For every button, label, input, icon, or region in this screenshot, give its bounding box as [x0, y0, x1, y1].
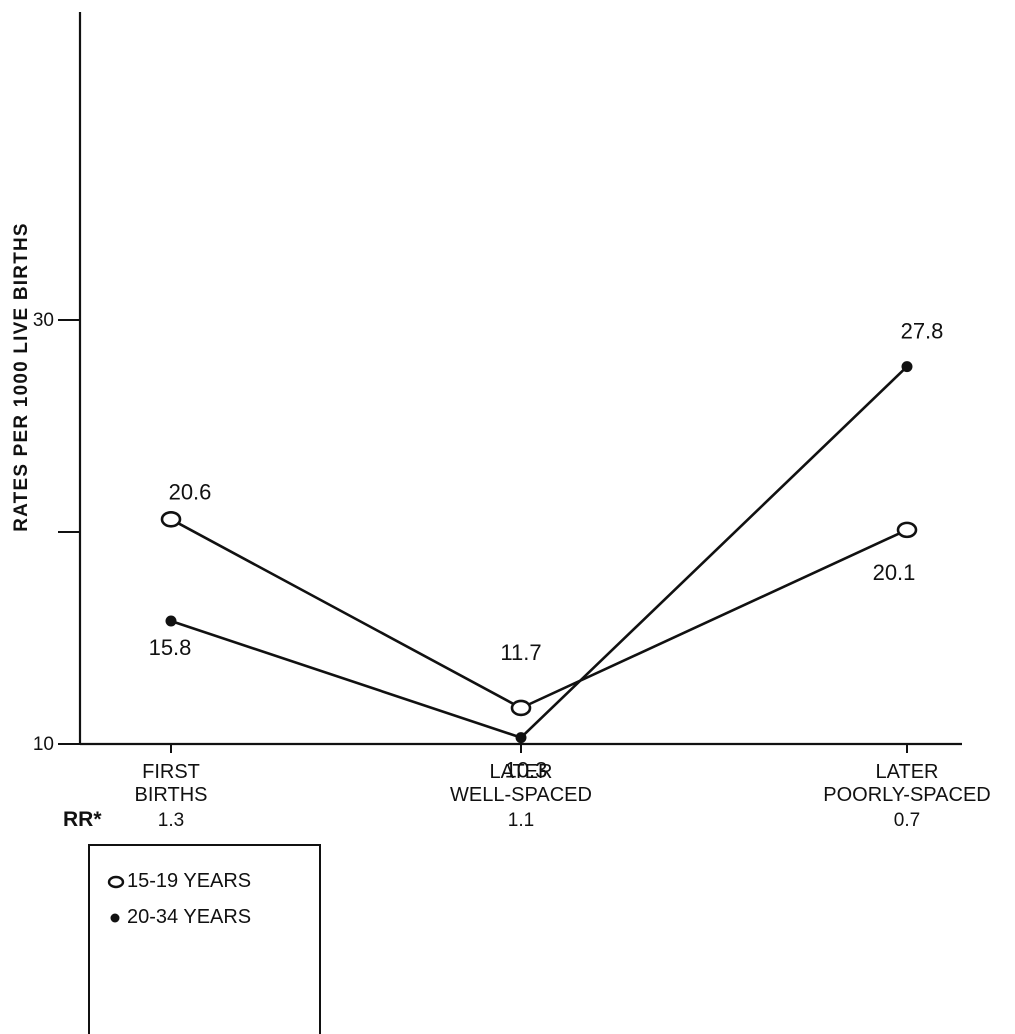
data-point-open-circle — [896, 521, 918, 539]
rr-value: 0.7 — [894, 810, 920, 830]
rr-value: 1.3 — [158, 810, 184, 830]
legend-label: 15-19 YEARS — [127, 870, 252, 892]
data-label: 15.8 — [149, 635, 192, 660]
legend: 15-19 YEARS 20-34 YEARS — [88, 844, 321, 1034]
data-point-filled-dot — [901, 361, 913, 373]
series-line-20-34 — [170, 365, 908, 739]
data-point-filled-dot — [165, 615, 177, 627]
y-ticks: 30 10 — [33, 310, 80, 755]
data-label: 20.1 — [873, 560, 916, 585]
x-category-label: BIRTHS — [135, 784, 208, 806]
y-tick-label: 10 — [33, 734, 54, 755]
data-label: 11.7 — [500, 640, 541, 665]
y-tick-label: 30 — [33, 310, 54, 331]
data-labels: 20.6 11.7 20.1 15.8 10.3 27.8 — [149, 319, 944, 783]
rr-row: RR* 1.3 1.1 0.7 — [63, 808, 920, 830]
legend-label: 20-34 YEARS — [127, 906, 252, 928]
x-category-label: WELL-SPACED — [450, 784, 592, 806]
x-category-label: FIRST — [142, 761, 200, 783]
series-markers — [160, 361, 918, 744]
y-axis-title: RATES PER 1000 LIVE BIRTHS — [11, 222, 32, 532]
x-category-label: LATER — [490, 761, 553, 783]
x-categories: FIRSTBIRTHSLATERWELL-SPACEDLATERPOORLY-S… — [135, 744, 991, 806]
rr-value: 1.1 — [508, 810, 534, 830]
x-category-label: POORLY-SPACED — [823, 784, 990, 806]
data-point-filled-dot — [515, 732, 527, 744]
series-line-15-19 — [170, 518, 908, 710]
data-label: 27.8 — [901, 319, 944, 344]
data-point-open-circle — [510, 699, 532, 717]
open-circle-icon — [107, 875, 125, 889]
rr-label: RR* — [63, 808, 102, 830]
series-lines — [170, 365, 908, 739]
data-label: 20.6 — [169, 479, 212, 504]
legend-item-20-34: 20-34 YEARS — [107, 906, 251, 929]
filled-dot-icon — [107, 911, 125, 925]
data-label: 10.3 — [505, 758, 548, 783]
data-point-open-circle — [160, 510, 182, 528]
x-category-label: LATER — [876, 761, 939, 783]
legend-item-15-19: 15-19 YEARS — [107, 870, 251, 893]
